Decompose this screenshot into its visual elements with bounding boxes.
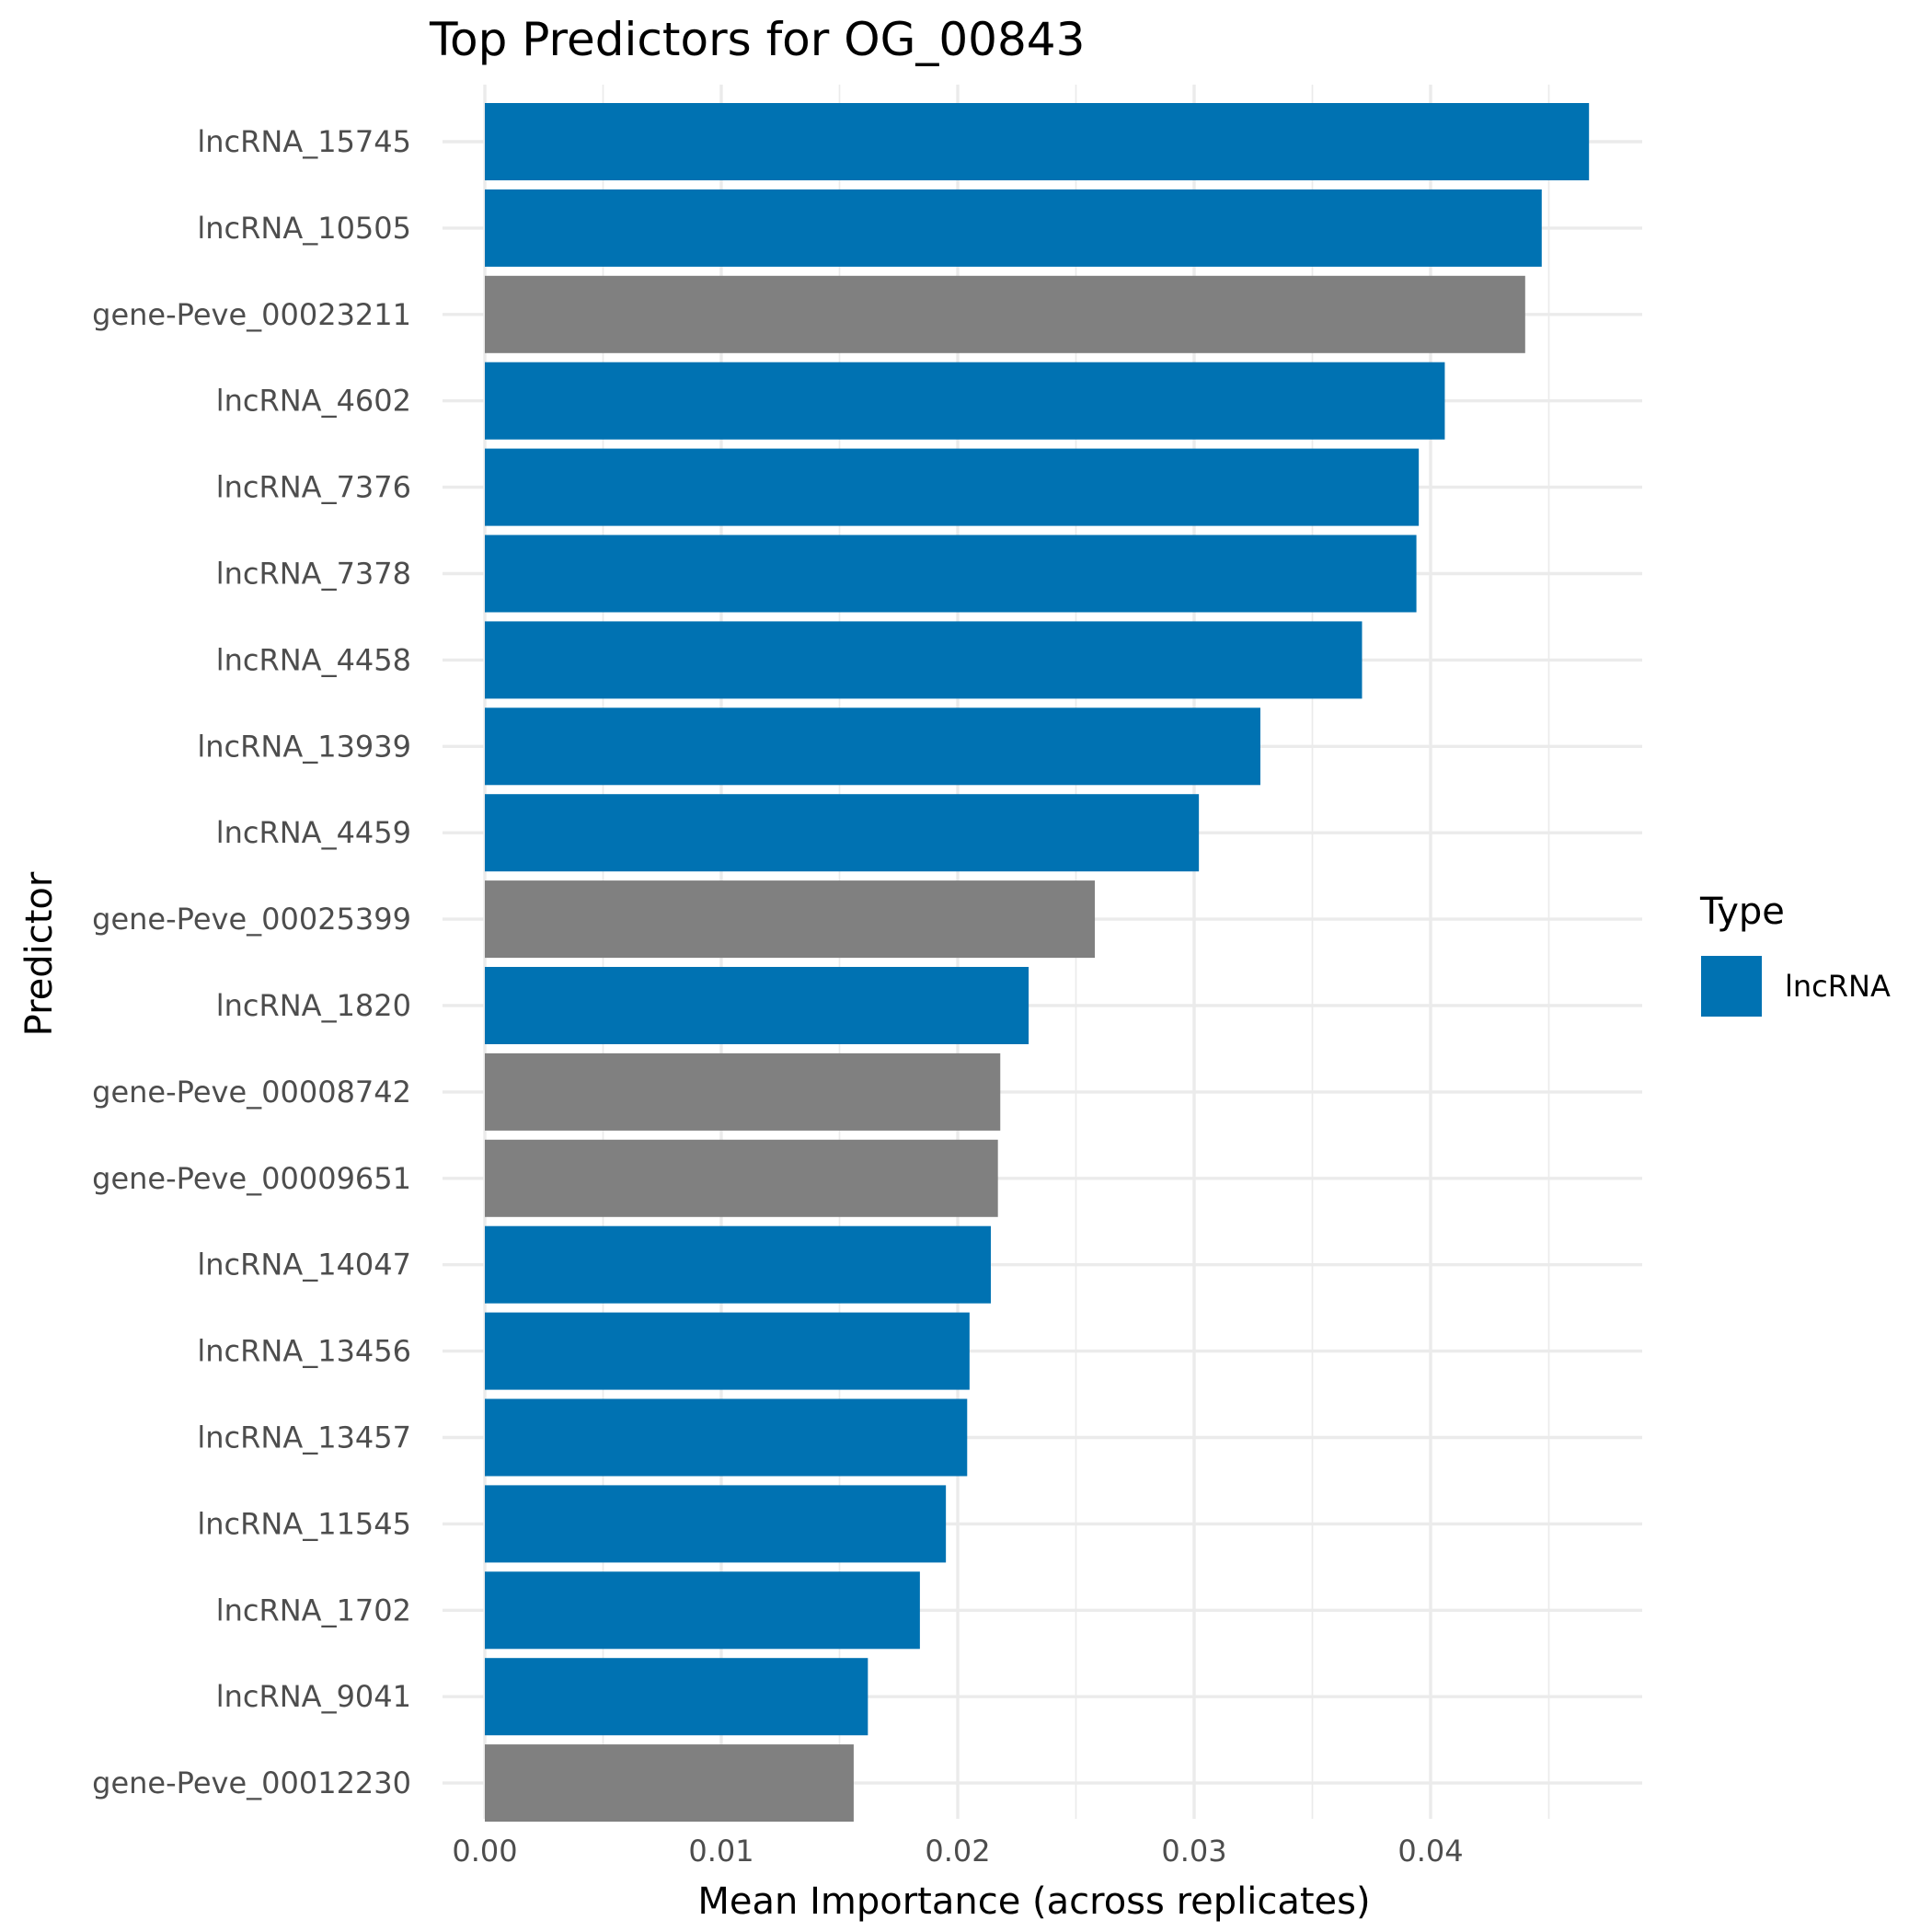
y-tick-label: lncRNA_7378 xyxy=(216,557,411,592)
bar-lncRNA_9041 xyxy=(485,1658,868,1736)
y-tick-label: lncRNA_13457 xyxy=(197,1420,411,1455)
y-tick-label: lncRNA_4459 xyxy=(216,815,411,850)
bar-lncRNA_13456 xyxy=(485,1312,970,1390)
y-tick-label: lncRNA_7376 xyxy=(216,470,411,505)
bar-gene-Peve_00025399 xyxy=(485,880,1096,959)
bar-lncRNA_4602 xyxy=(485,362,1445,440)
bar-lncRNA_15745 xyxy=(485,103,1590,180)
y-tick-label: gene-Peve_00025399 xyxy=(92,902,411,937)
legend: Type lncRNA xyxy=(1699,891,1891,1017)
bar-lncRNA_1820 xyxy=(485,967,1029,1044)
y-tick-label: lncRNA_1820 xyxy=(216,988,411,1023)
bar-lncRNA_10505 xyxy=(485,189,1542,267)
x-tick-label: 0.00 xyxy=(452,1834,517,1869)
bar-lncRNA_11545 xyxy=(485,1485,947,1563)
x-tick-label: 0.02 xyxy=(925,1834,990,1869)
bar-lncRNA_4459 xyxy=(485,794,1200,872)
y-tick-label: lncRNA_4602 xyxy=(216,384,411,419)
y-tick-label: lncRNA_13456 xyxy=(197,1334,411,1369)
chart-title: Top Predictors for OG_00843 xyxy=(429,13,1085,66)
x-tick-label: 0.03 xyxy=(1161,1834,1226,1869)
bar-gene-Peve_00012230 xyxy=(485,1744,854,1823)
bar-gene-Peve_00009651 xyxy=(485,1139,998,1217)
x-tick-label: 0.04 xyxy=(1397,1834,1463,1869)
bar-lncRNA_4458 xyxy=(485,621,1363,699)
bar-gene-Peve_00008742 xyxy=(485,1052,1001,1131)
y-tick-label: lncRNA_15745 xyxy=(197,124,411,159)
x-tick-labels: 0.00 0.01 0.02 0.03 0.04 xyxy=(452,1834,1463,1869)
y-tick-labels: lncRNA_15745 lncRNA_10505 gene-Peve_000232… xyxy=(92,124,411,1800)
y-tick-label: gene-Peve_00009651 xyxy=(92,1161,411,1196)
x-tick-label: 0.01 xyxy=(688,1834,753,1869)
bar-lncRNA_7376 xyxy=(485,448,1420,526)
y-tick-label: lncRNA_9041 xyxy=(216,1679,411,1714)
bar-lncRNA_1702 xyxy=(485,1571,920,1650)
y-tick-label: lncRNA_13939 xyxy=(197,729,411,764)
bar-lncRNA_13939 xyxy=(485,707,1260,786)
legend-title: Type xyxy=(1699,891,1785,933)
y-tick-label: lncRNA_1702 xyxy=(216,1593,411,1627)
y-axis-title: Predictor xyxy=(18,871,61,1036)
y-tick-label: gene-Peve_00008742 xyxy=(92,1075,411,1110)
bar-lncRNA_7378 xyxy=(485,535,1417,613)
y-tick-label: gene-Peve_00012230 xyxy=(92,1765,411,1800)
bar-gene-Peve_00023211 xyxy=(485,275,1525,353)
legend-swatch-lncrna xyxy=(1701,956,1762,1017)
y-tick-label: lncRNA_14047 xyxy=(197,1248,411,1282)
y-tick-label: lncRNA_11545 xyxy=(197,1506,411,1541)
bars xyxy=(485,103,1590,1823)
legend-label-lncrna: lncRNA xyxy=(1785,969,1891,1004)
y-tick-label: lncRNA_10505 xyxy=(197,211,411,246)
x-axis-title: Mean Importance (across replicates) xyxy=(697,1880,1370,1923)
y-tick-label: gene-Peve_00023211 xyxy=(92,297,411,332)
bar-lncRNA_13457 xyxy=(485,1398,968,1477)
bar-lncRNA_14047 xyxy=(485,1225,991,1304)
y-tick-label: lncRNA_4458 xyxy=(216,642,411,677)
